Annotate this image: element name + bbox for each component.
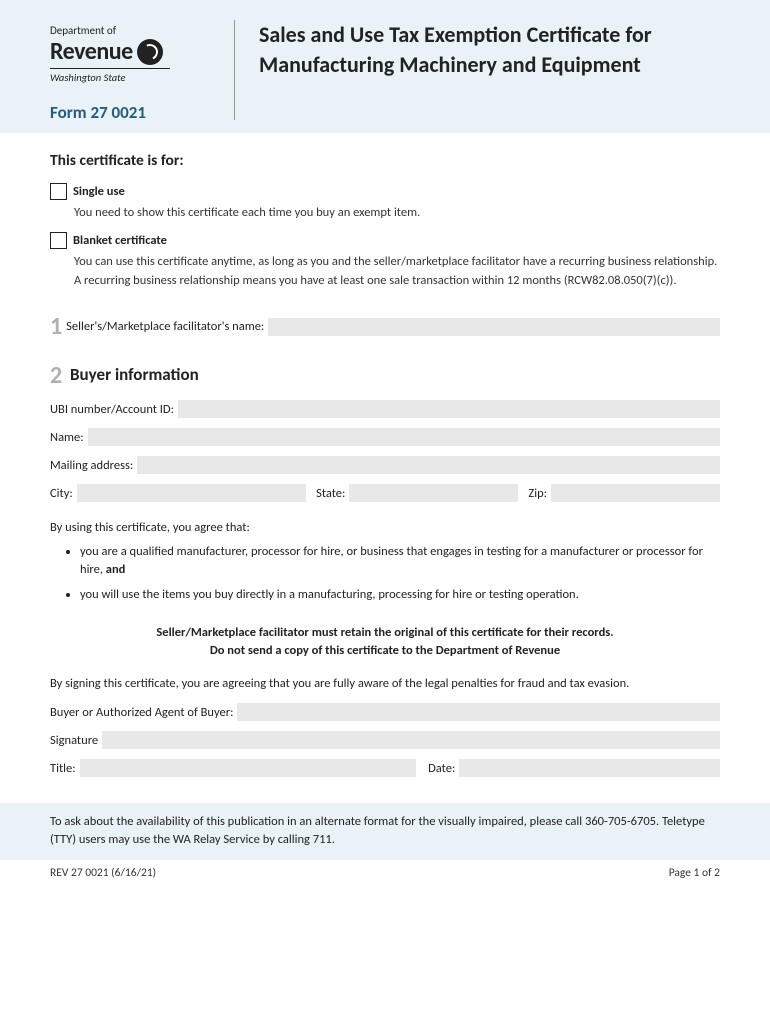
mailing-row: Mailing address:	[50, 456, 720, 474]
signature-label: Signature	[50, 733, 98, 748]
single-use-checkbox-row: Single use	[50, 182, 720, 200]
single-use-checkbox[interactable]	[50, 183, 67, 200]
title-date-row: Title: Date:	[50, 759, 720, 777]
dept-of-text: Department of	[50, 24, 210, 37]
mailing-label: Mailing address:	[50, 458, 133, 473]
zip-label: Zip:	[528, 486, 547, 501]
buyer-name-label: Name:	[50, 430, 84, 445]
title-label: Title:	[50, 761, 76, 776]
seller-name-input[interactable]	[268, 318, 720, 336]
form-content: This certificate is for: Single use You …	[0, 133, 770, 789]
signature-input[interactable]	[102, 731, 720, 749]
city-state-zip-row: City: State: Zip:	[50, 484, 720, 502]
section-1-number: 1	[50, 312, 62, 341]
revenue-text: Revenue	[50, 37, 210, 66]
blanket-description: You can use this certificate anytime, as…	[74, 253, 720, 291]
blanket-checkbox[interactable]	[50, 232, 67, 249]
state-text: Washington State	[50, 68, 170, 84]
agent-row: Buyer or Authorized Agent of Buyer:	[50, 703, 720, 721]
date-input[interactable]	[459, 759, 720, 777]
single-use-description: You need to show this certificate each t…	[74, 204, 720, 223]
seller-name-row: 1 Seller's/Marketplace facilitator's nam…	[50, 312, 720, 341]
buyer-info-heading: 2 Buyer information	[50, 361, 720, 390]
header-banner: Department of Revenue Washington State F…	[0, 0, 770, 133]
blanket-label: Blanket certificate	[73, 231, 167, 248]
signing-statement: By signing this certificate, you are agr…	[50, 675, 720, 693]
agree-intro: By using this certificate, you agree tha…	[50, 520, 720, 535]
revenue-swirl-icon	[137, 39, 163, 65]
ubi-row: UBI number/Account ID:	[50, 400, 720, 418]
buyer-name-row: Name:	[50, 428, 720, 446]
title-block: Sales and Use Tax Exemption Certificate …	[234, 20, 720, 120]
signature-row: Signature	[50, 731, 720, 749]
agree-list: you are a qualified manufacturer, proces…	[80, 543, 720, 603]
page-footer: REV 27 0021 (6/16/21) Page 1 of 2	[0, 860, 770, 888]
agree-bullet-2: you will use the items you buy directly …	[80, 586, 720, 604]
accessibility-footer: To ask about the availability of this pu…	[0, 803, 770, 860]
single-use-label: Single use	[73, 182, 125, 199]
buyer-name-input[interactable]	[88, 428, 720, 446]
retain-notice: Seller/Marketplace facilitator must reta…	[50, 624, 720, 662]
state-input[interactable]	[349, 484, 518, 502]
agent-label: Buyer or Authorized Agent of Buyer:	[50, 705, 233, 720]
date-label: Date:	[428, 761, 455, 776]
document-title: Sales and Use Tax Exemption Certificate …	[259, 20, 720, 79]
ubi-label: UBI number/Account ID:	[50, 402, 174, 417]
seller-name-label: Seller's/Marketplace facilitator's name:	[66, 319, 264, 334]
city-input[interactable]	[77, 484, 306, 502]
agree-bullet-1: you are a qualified manufacturer, proces…	[80, 543, 720, 579]
form-number: Form 27 0021	[50, 102, 210, 123]
certificate-for-heading: This certificate is for:	[50, 151, 720, 170]
mailing-input[interactable]	[137, 456, 720, 474]
zip-input[interactable]	[551, 484, 720, 502]
ubi-input[interactable]	[178, 400, 720, 418]
state-label: State:	[316, 486, 345, 501]
agent-input[interactable]	[237, 703, 720, 721]
agency-logo: Department of Revenue Washington State F…	[50, 20, 210, 123]
page-number: Page 1 of 2	[669, 866, 720, 880]
blanket-checkbox-row: Blanket certificate	[50, 231, 720, 249]
section-2-number: 2	[50, 361, 62, 390]
title-input[interactable]	[80, 759, 417, 777]
revision-code: REV 27 0021 (6/16/21)	[50, 866, 156, 880]
city-label: City:	[50, 486, 73, 501]
